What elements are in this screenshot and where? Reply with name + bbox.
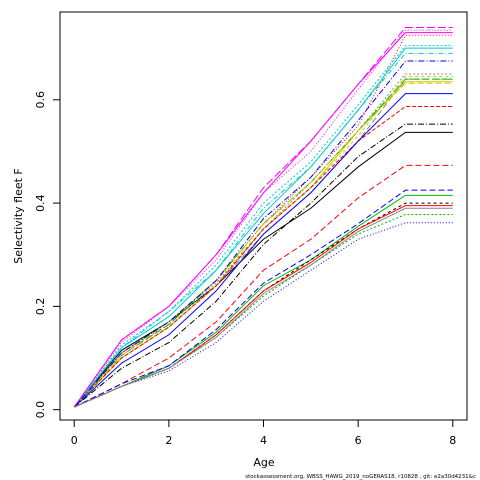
x-tick-label-4: 6: [355, 434, 362, 447]
series-line-24: [73, 60, 453, 408]
x-axis-label: Age: [253, 456, 275, 469]
series-layer: [73, 26, 453, 408]
series-line-21: [73, 45, 453, 408]
series-line-4: [73, 222, 453, 408]
x-tick-label-3: 4: [260, 434, 267, 447]
y-axis-label: Selectivity fleet F: [12, 168, 25, 263]
series-line-25: [73, 205, 453, 408]
x-tick-label-5: 8: [449, 434, 456, 447]
footnote: stockassessment.org, WBSS_HAWG_2019_noGE…: [245, 474, 476, 480]
y-tick-label-2: 0.2: [34, 298, 47, 316]
x-tick-label-1: 0: [71, 434, 78, 447]
series-line-18: [73, 106, 453, 408]
series-line-5: [73, 52, 453, 408]
series-line-20: [73, 93, 453, 408]
series-line-2: [73, 164, 453, 408]
series-line-1: [73, 131, 453, 408]
series-line-12: [73, 189, 453, 408]
y-tick-label-1: 0.0: [34, 401, 47, 419]
series-line-6: [73, 26, 453, 408]
series-line-26: [73, 207, 453, 408]
series-line-11: [73, 194, 453, 408]
x-tick-label-2: 2: [165, 434, 172, 447]
series-line-9: [73, 123, 453, 408]
series-line-13: [73, 47, 453, 408]
series-line-22: [73, 32, 453, 408]
series-line-23: [73, 82, 453, 408]
axes-layer: 0 2 4 6 8 0.0 0.2 0.4 0.6: [34, 91, 456, 447]
y-tick-label-4: 0.6: [34, 91, 47, 109]
y-tick-label-3: 0.4: [34, 194, 47, 212]
